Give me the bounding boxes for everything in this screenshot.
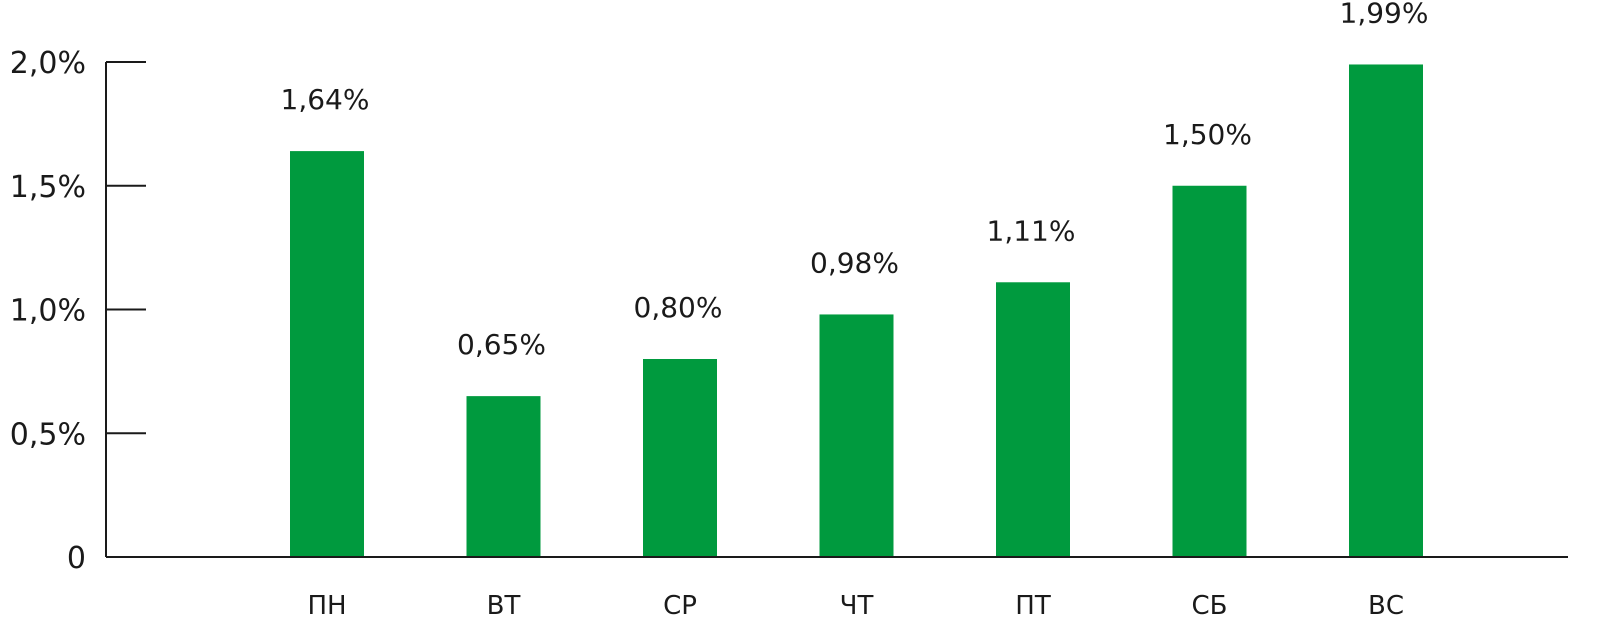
bar-6 <box>1172 185 1247 557</box>
y-tick-label: 1,0% <box>10 294 86 329</box>
data-label: 0,65% <box>457 328 546 361</box>
bar-1 <box>290 151 364 557</box>
bar-2 <box>466 396 541 557</box>
x-tick-label: СБ <box>1192 591 1228 621</box>
data-label: 1,11% <box>987 214 1076 247</box>
data-label: 1,50% <box>1163 118 1252 151</box>
x-tick-label: СР <box>663 591 697 621</box>
x-axis: ПН ВТ СР ЧТ ПТ СБ ВС <box>106 556 1568 621</box>
y-axis: 0 0,5% 1,0% 1,5% 2,0% <box>10 46 146 576</box>
y-tick-label: 2,0% <box>10 46 86 81</box>
y-tick-label: 1,5% <box>10 170 86 205</box>
x-tick-label: ВС <box>1368 591 1404 621</box>
y-tick-label: 0,5% <box>10 417 86 452</box>
x-tick-label: ПТ <box>1015 591 1051 621</box>
x-tick-label: ЧТ <box>840 591 874 621</box>
bar-3 <box>643 359 717 557</box>
x-tick-label: ПН <box>307 591 346 621</box>
x-tick-label: ВТ <box>487 591 521 621</box>
bar-5 <box>996 282 1070 557</box>
data-label: 1,99% <box>1340 0 1429 29</box>
bars: 1,64% 0,65% 0,80% 0,98% 1,11% 1,50% 1,99% <box>281 0 1429 557</box>
data-label: 0,98% <box>810 246 899 279</box>
data-label: 1,64% <box>281 83 370 116</box>
data-label: 0,80% <box>634 291 723 324</box>
bar-4 <box>819 314 894 557</box>
bar-7 <box>1349 64 1423 557</box>
y-tick-label: 0 <box>67 541 86 576</box>
